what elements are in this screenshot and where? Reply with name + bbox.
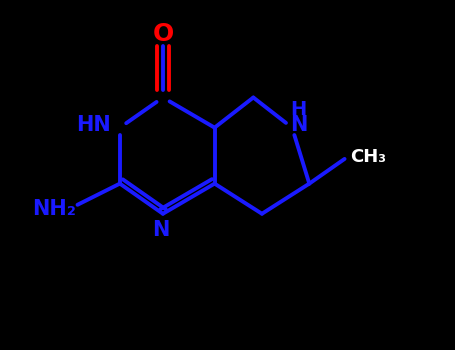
Text: CH₃: CH₃ [350,148,386,166]
Text: H: H [290,100,307,119]
Text: HN: HN [76,116,111,135]
Text: N: N [290,116,307,135]
Text: N: N [152,220,169,240]
Text: NH₂: NH₂ [32,199,76,219]
Text: O: O [152,22,173,46]
